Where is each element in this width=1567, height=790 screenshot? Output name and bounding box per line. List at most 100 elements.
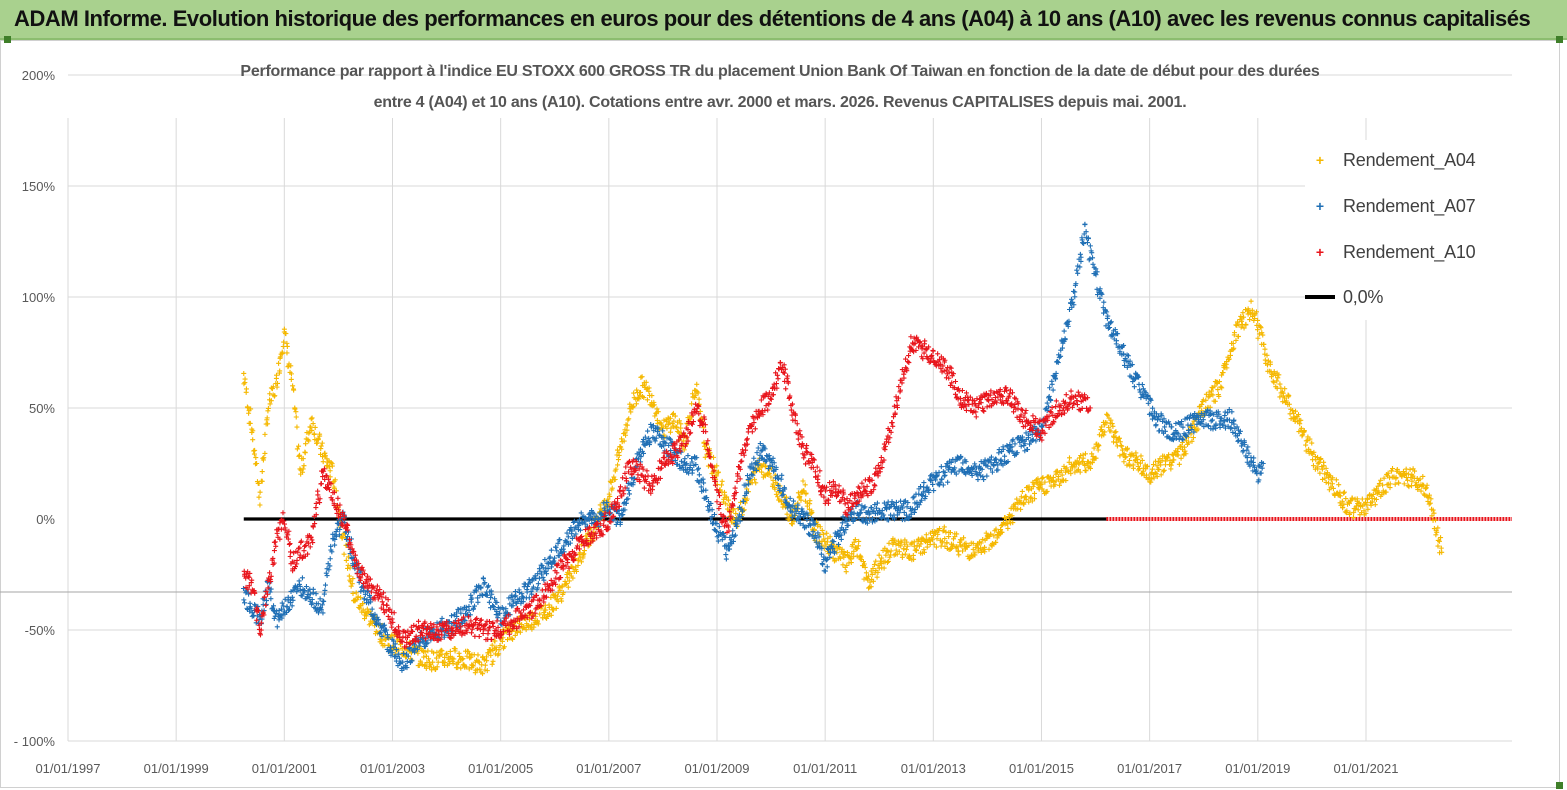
data-point <box>434 624 440 630</box>
data-point <box>1330 475 1336 481</box>
y-tick-label: 200% <box>22 68 56 83</box>
data-point <box>746 481 752 487</box>
data-point <box>804 449 810 455</box>
data-point <box>385 649 391 655</box>
data-point <box>1072 464 1078 470</box>
data-point <box>777 359 783 365</box>
data-point <box>1429 513 1435 519</box>
x-tick-label: 01/01/1997 <box>35 761 100 776</box>
data-point <box>717 493 723 499</box>
data-point <box>667 420 673 426</box>
data-point <box>714 499 720 505</box>
data-point <box>677 446 683 452</box>
data-point <box>970 540 976 546</box>
data-point <box>833 494 839 500</box>
data-point <box>582 521 588 527</box>
data-point <box>541 599 547 605</box>
data-point <box>468 630 474 636</box>
data-point <box>1387 475 1393 481</box>
data-point <box>661 450 667 456</box>
data-point <box>407 641 413 647</box>
data-point <box>871 487 877 493</box>
data-point <box>519 622 525 628</box>
data-point <box>468 599 474 605</box>
data-point <box>1380 482 1386 488</box>
data-point <box>971 398 977 404</box>
data-point <box>804 503 810 509</box>
data-point <box>1311 449 1317 455</box>
data-point <box>1309 440 1315 446</box>
data-point <box>649 393 655 399</box>
data-point <box>1158 462 1164 468</box>
data-point <box>939 476 945 482</box>
data-point <box>255 608 261 614</box>
data-point <box>888 429 894 435</box>
data-point <box>714 463 720 469</box>
data-point <box>1077 469 1083 475</box>
data-point <box>324 456 330 462</box>
data-point <box>921 549 927 555</box>
data-point <box>1096 443 1102 449</box>
data-point <box>970 466 976 472</box>
data-point <box>937 357 943 363</box>
data-point <box>1072 294 1078 300</box>
data-point <box>554 593 560 599</box>
data-point <box>820 562 826 568</box>
data-point <box>1336 482 1342 488</box>
data-point <box>1005 525 1011 531</box>
data-point <box>1044 400 1050 406</box>
data-point <box>996 533 1002 539</box>
data-point <box>930 481 936 487</box>
x-tick-label: 01/01/2003 <box>360 761 425 776</box>
data-point <box>1150 405 1156 411</box>
data-point <box>864 483 870 489</box>
data-point <box>787 495 793 501</box>
data-point <box>974 396 980 402</box>
data-point <box>858 507 864 513</box>
y-tick-label: 50% <box>29 401 55 416</box>
data-point <box>268 596 274 602</box>
data-point <box>522 612 528 618</box>
data-point <box>1159 413 1165 419</box>
data-point <box>868 505 874 511</box>
data-point <box>380 590 386 596</box>
data-point <box>961 535 967 541</box>
data-point <box>1209 417 1215 423</box>
data-point <box>278 526 284 532</box>
data-point <box>1405 477 1411 483</box>
data-point <box>475 652 481 658</box>
data-point <box>946 369 952 375</box>
data-point <box>1087 243 1093 249</box>
data-point <box>857 485 863 491</box>
data-point <box>248 606 254 612</box>
data-point <box>328 481 334 487</box>
data-point <box>861 484 867 490</box>
data-point <box>1275 375 1281 381</box>
data-point <box>825 546 831 552</box>
data-point <box>358 595 364 601</box>
data-point <box>953 378 959 384</box>
data-point <box>469 595 475 601</box>
data-point <box>597 521 603 527</box>
data-point <box>869 571 875 577</box>
data-point <box>1145 463 1150 469</box>
chart-frame <box>0 40 1560 788</box>
data-point <box>1222 425 1228 431</box>
data-point <box>411 622 417 628</box>
data-point <box>834 493 840 499</box>
data-point <box>371 585 377 591</box>
data-point <box>1282 386 1288 392</box>
data-point <box>297 587 303 593</box>
data-point <box>844 496 850 502</box>
data-point <box>801 455 807 461</box>
data-point <box>308 424 314 430</box>
data-point <box>840 562 846 568</box>
data-point <box>637 392 643 398</box>
data-point <box>1058 468 1064 474</box>
data-point <box>349 581 355 587</box>
data-point <box>397 635 403 641</box>
data-point <box>627 401 633 407</box>
data-point <box>327 563 333 569</box>
data-point <box>803 524 809 530</box>
data-point <box>1010 520 1016 526</box>
